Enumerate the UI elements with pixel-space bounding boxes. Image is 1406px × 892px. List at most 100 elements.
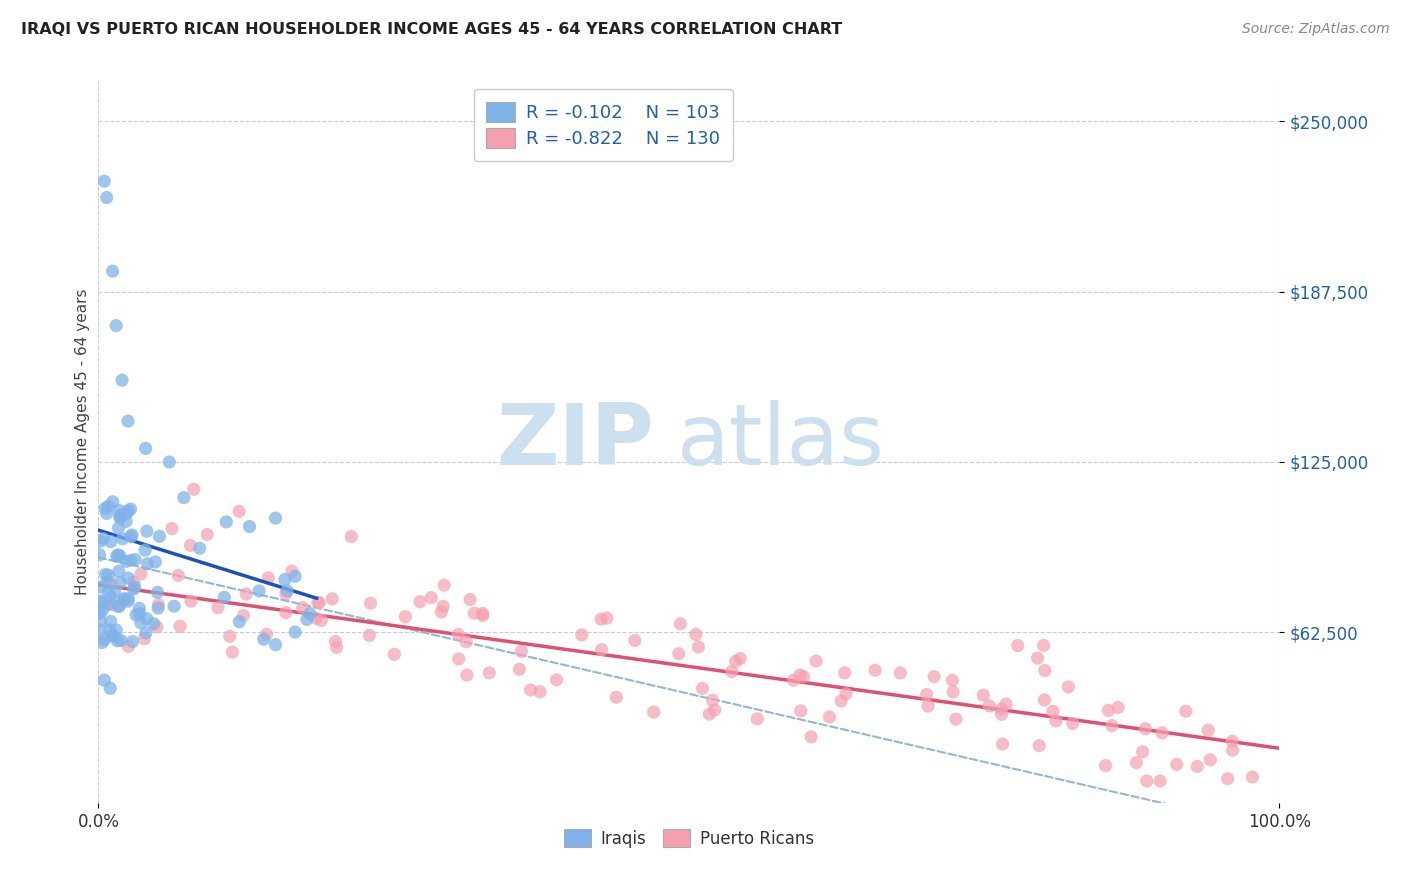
Point [97,584,120,599]
Point [782,673,804,688]
Point [1032,638,1054,652]
Point [98,623,121,637]
Point [703,703,725,717]
Point [917,699,939,714]
Point [922,670,945,684]
Point [97,500,120,514]
Point [232,608,254,623]
Point [571,628,593,642]
Point [135,626,157,640]
Point [121,528,143,542]
Point [135,611,157,625]
Text: IRAQI VS PUERTO RICAN HOUSEHOLDER INCOME AGES 45 - 64 YEARS CORRELATION CHART: IRAQI VS PUERTO RICAN HOUSEHOLDER INCOME… [21,22,842,37]
Point [179,539,201,553]
Point [724,654,747,668]
Point [702,693,724,707]
Point [105,318,128,333]
Point [471,608,494,623]
Point [100,628,122,642]
Point [830,694,852,708]
Point [90,580,112,594]
Point [863,663,886,677]
Point [90,594,112,608]
Text: ZIP: ZIP [496,400,654,483]
Point [325,634,347,648]
Point [160,522,183,536]
Point [1033,693,1056,707]
Point [108,503,131,517]
Point [1197,723,1219,738]
Point [447,652,470,666]
Point [793,670,815,684]
Point [256,627,278,641]
Point [108,549,131,563]
Point [720,665,742,679]
Point [432,599,454,614]
Legend: Iraqis, Puerto Ricans: Iraqis, Puerto Ricans [553,817,825,860]
Point [239,519,262,533]
Point [146,601,169,615]
Point [311,614,333,628]
Point [146,620,169,634]
Point [1166,757,1188,772]
Point [1028,739,1050,753]
Point [107,633,129,648]
Point [818,710,841,724]
Point [340,530,363,544]
Point [117,594,139,608]
Point [97,598,120,612]
Point [685,627,707,641]
Point [1042,704,1064,718]
Point [110,575,132,590]
Point [1062,716,1084,731]
Point [120,530,142,544]
Point [834,665,856,680]
Point [97,568,120,582]
Point [264,638,287,652]
Point [120,553,142,567]
Point [605,690,627,705]
Point [730,651,752,665]
Point [122,575,145,590]
Point [112,591,135,606]
Point [1136,774,1159,789]
Point [382,648,405,662]
Point [995,697,1018,711]
Point [972,688,994,702]
Point [115,514,138,528]
Point [96,507,118,521]
Point [148,529,170,543]
Point [1101,718,1123,732]
Point [1033,664,1056,678]
Point [108,599,131,613]
Point [458,592,481,607]
Point [447,627,470,641]
Point [1199,753,1222,767]
Point [991,737,1014,751]
Point [101,598,124,612]
Point [284,625,307,640]
Point [291,600,314,615]
Point [1107,700,1129,714]
Point [307,595,329,609]
Point [107,548,129,562]
Point [135,524,157,538]
Point [1026,651,1049,665]
Point [264,511,287,525]
Point [134,632,156,646]
Point [110,633,132,648]
Point [305,611,328,625]
Text: Source: ZipAtlas.com: Source: ZipAtlas.com [1241,22,1389,37]
Point [835,687,858,701]
Point [135,442,157,456]
Point [89,548,111,562]
Point [235,587,257,601]
Point [942,685,965,699]
Point [105,549,128,564]
Point [1094,758,1116,772]
Point [195,527,218,541]
Point [120,502,142,516]
Point [89,623,111,637]
Point [692,681,714,696]
Point [284,569,307,583]
